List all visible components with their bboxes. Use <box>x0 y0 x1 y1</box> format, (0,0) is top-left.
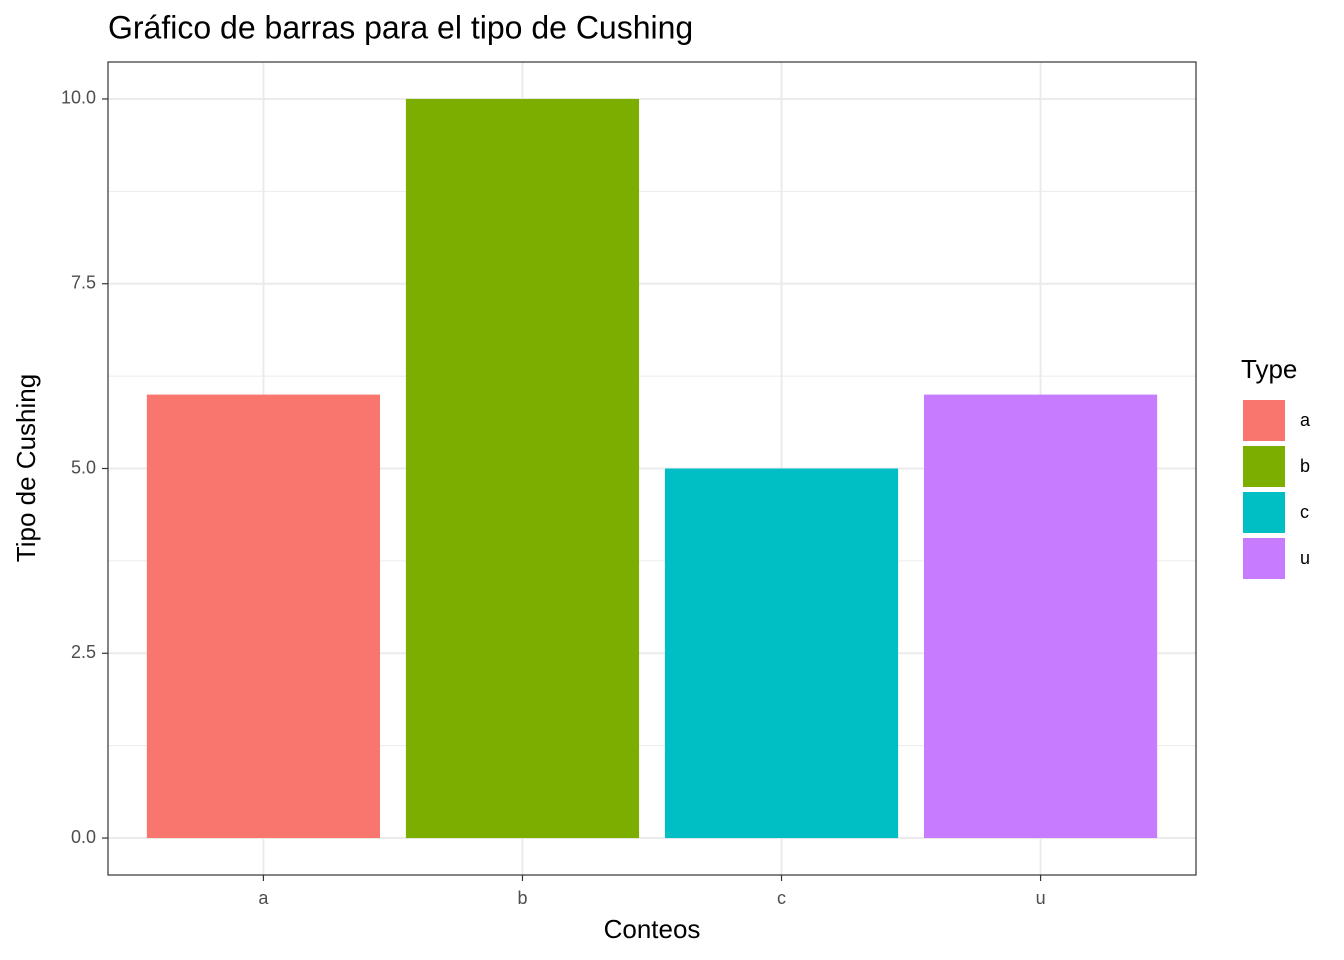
legend-key <box>1243 538 1285 579</box>
y-tick-label: 7.5 <box>71 272 96 292</box>
y-tick-label: 5.0 <box>71 457 96 477</box>
bar <box>405 98 640 839</box>
y-tick-label: 2.5 <box>71 642 96 662</box>
bar <box>664 468 899 839</box>
legend-label: c <box>1300 502 1309 522</box>
chart-title: Gráfico de barras para el tipo de Cushin… <box>108 9 693 45</box>
bar <box>146 394 380 839</box>
bar <box>924 394 1158 839</box>
legend-label: a <box>1300 410 1311 430</box>
x-axis-label: Conteos <box>604 914 701 944</box>
x-tick-label: c <box>777 888 786 908</box>
x-tick-label: u <box>1036 888 1046 908</box>
x-tick-label: a <box>258 888 269 908</box>
legend-title: Type <box>1241 354 1297 384</box>
plot-border <box>107 61 1197 876</box>
y-tick-label: 10.0 <box>61 88 96 108</box>
x-tick-label: b <box>517 888 527 908</box>
y-axis-label: Tipo de Cushing <box>11 374 41 562</box>
legend-label: u <box>1300 548 1310 568</box>
legend-key <box>1243 492 1285 533</box>
legend-label: b <box>1300 456 1310 476</box>
legend-key <box>1243 446 1285 487</box>
legend-key <box>1243 400 1285 441</box>
y-tick-label: 0.0 <box>71 827 96 847</box>
